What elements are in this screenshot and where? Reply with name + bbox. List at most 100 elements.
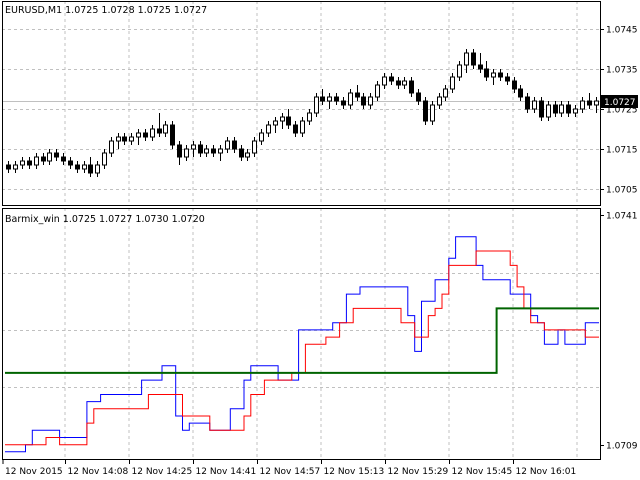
candle-body-bear — [409, 80, 414, 94]
candle-body-bull — [430, 104, 435, 122]
candle-body-bull — [109, 140, 114, 154]
candle — [129, 133, 134, 145]
candle-body-bear — [355, 92, 360, 98]
candle-body-bear — [471, 52, 476, 66]
candle — [27, 157, 32, 169]
candle-body-bear — [553, 104, 558, 114]
candle-body-bear — [539, 100, 544, 118]
candle — [252, 137, 257, 157]
candle — [437, 93, 442, 109]
candle — [478, 53, 483, 73]
candle — [430, 101, 435, 125]
candle — [580, 97, 585, 113]
candle-body-bull — [34, 156, 39, 166]
candle-body-bear — [505, 76, 510, 82]
time-tick-label: 12 Nov 2015 — [5, 467, 63, 477]
candle — [136, 129, 141, 145]
candle — [163, 121, 168, 137]
candle-body-bull — [450, 76, 455, 90]
time-axis-ticks: 12 Nov 2015 12 Nov 14:08 12 Nov 14:25 12 No… — [2, 459, 576, 477]
candle-body-bull — [225, 140, 230, 150]
candle-body-bull — [266, 124, 271, 134]
candle — [505, 73, 510, 85]
candle-body-bull — [307, 112, 312, 122]
price-tick-label: 1.0715 — [606, 146, 638, 156]
candle — [286, 109, 291, 129]
time-tick-label: 12 Nov 14:41 — [196, 467, 257, 477]
candle — [375, 81, 380, 101]
candle-body-bull — [245, 152, 250, 158]
candle-body-bear — [512, 80, 517, 90]
candle-body-bear — [293, 124, 298, 134]
candle — [109, 137, 114, 157]
indicator-panel-border — [2, 208, 601, 460]
candle-body-bull — [546, 104, 551, 118]
candle-body-bear — [198, 144, 203, 154]
candle-body-bull — [20, 160, 25, 166]
candle-body-bull — [252, 140, 257, 154]
candle — [75, 161, 80, 173]
candle — [539, 97, 544, 121]
candle — [218, 145, 223, 161]
candle — [389, 73, 394, 85]
candle-body-bear — [423, 100, 428, 122]
candle-body-bull — [594, 100, 599, 106]
candle — [587, 93, 592, 109]
indicator-lines — [5, 236, 599, 453]
candle — [204, 145, 209, 157]
candle — [20, 157, 25, 169]
indicator-line-green — [5, 307, 599, 374]
candle-body-bull — [273, 120, 278, 126]
time-tick-label: 12 Nov 14:08 — [68, 467, 129, 477]
candle — [211, 145, 216, 157]
candle-body-bear — [396, 80, 401, 86]
candle-body-bull — [95, 164, 100, 174]
candle-body-bull — [559, 104, 564, 114]
candle-body-bear — [232, 140, 237, 150]
candle — [170, 121, 175, 149]
price-axis-ticks: 1.0745 1.0735 1.0725 1.0715 1.0705 — [600, 26, 638, 196]
candle — [266, 121, 271, 137]
candle — [41, 153, 46, 165]
candle-body-bull — [532, 100, 537, 110]
candle — [280, 113, 285, 129]
candle-body-bear — [525, 96, 530, 110]
indicator-title: Barmix_win 1.0725 1.0727 1.0730 1.0720 — [5, 214, 205, 225]
time-tick-label: 12 Nov 15:45 — [452, 467, 513, 477]
candle-body-bear — [286, 116, 291, 126]
candle-body-bear — [88, 164, 93, 174]
candle-body-bull — [184, 148, 189, 158]
candle — [409, 77, 414, 97]
candle-body-bull — [47, 152, 52, 162]
candle — [95, 161, 100, 177]
candle — [273, 117, 278, 133]
candle — [498, 69, 503, 81]
indicator-tick-label: 1.0709 — [606, 442, 638, 452]
candle-body-bull — [136, 132, 141, 138]
candle-body-bear — [157, 128, 162, 134]
candle-body-bear — [6, 164, 11, 170]
candle — [573, 105, 578, 117]
candle-body-bear — [518, 88, 523, 98]
candle — [293, 121, 298, 137]
candle — [184, 145, 189, 161]
candle-body-bull — [163, 124, 168, 134]
candle-body-bear — [498, 72, 503, 78]
candle-body-bear — [27, 160, 32, 166]
candle-body-bear — [211, 148, 216, 154]
candle — [198, 141, 203, 157]
candle-body-bull — [348, 92, 353, 106]
candle — [320, 89, 325, 105]
price-candles — [6, 49, 599, 177]
candle — [225, 137, 230, 153]
candle — [232, 137, 237, 153]
candle-body-bear — [177, 144, 182, 158]
candle-body-bull — [375, 84, 380, 98]
candle — [594, 97, 599, 113]
candle — [314, 93, 319, 117]
time-tick-label: 12 Nov 14:25 — [132, 467, 193, 477]
candle — [143, 129, 148, 141]
candle — [553, 101, 558, 117]
candle-body-bull — [129, 136, 134, 142]
